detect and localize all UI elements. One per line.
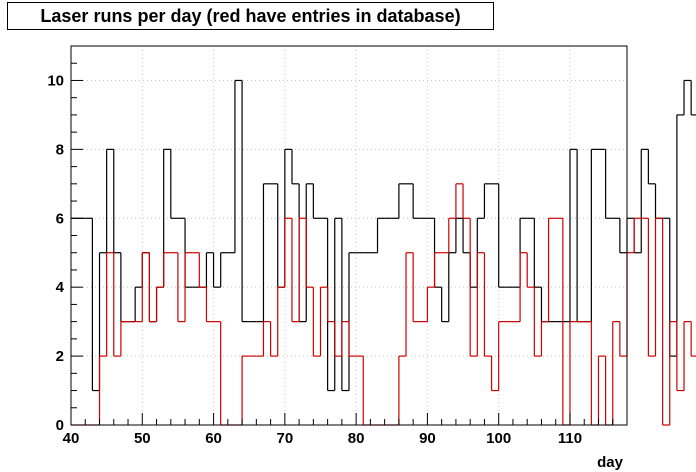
x-tick-label: 70 xyxy=(277,430,294,447)
y-tick-label: 2 xyxy=(56,348,64,365)
x-tick-label: 80 xyxy=(348,430,365,447)
chart-title: Laser runs per day (red have entries in … xyxy=(40,6,461,26)
y-tick-label: 8 xyxy=(56,141,64,158)
x-tick-label: 100 xyxy=(486,430,511,447)
series-layer xyxy=(71,79,696,426)
x-axis-title: day xyxy=(597,454,624,471)
series-2 xyxy=(71,183,696,426)
chart-title-box: Laser runs per day (red have entries in … xyxy=(7,2,494,30)
x-tick-label: 50 xyxy=(134,430,151,447)
x-tick-label: 110 xyxy=(558,430,582,447)
y-tick-label: 10 xyxy=(47,72,64,89)
ticks-layer xyxy=(70,45,628,426)
y-tick-label: 0 xyxy=(56,417,64,434)
x-tick-label: 40 xyxy=(63,430,80,447)
y-tick-label: 6 xyxy=(56,210,64,227)
y-tick-label: 4 xyxy=(56,279,65,296)
x-tick-label: 90 xyxy=(419,430,436,447)
x-tick-label: 60 xyxy=(205,430,222,447)
labels-layer: 40 50 60 70 80 90 100 110 0 2 4 6 8 10 xyxy=(47,72,582,447)
